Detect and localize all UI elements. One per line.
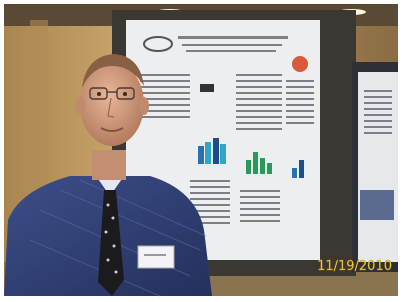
badge-text <box>144 254 166 256</box>
poster-figure <box>360 190 394 220</box>
name-badge <box>138 246 174 268</box>
date-stamp: 11/19/2010 <box>317 259 392 274</box>
scene <box>4 4 398 296</box>
ear <box>139 97 149 115</box>
poster <box>358 72 398 262</box>
neck <box>92 150 126 180</box>
photo: 11/19/2010 <box>0 0 402 302</box>
logo <box>292 56 308 72</box>
page: 11/19/2010 (() => { const data = JSON.pa… <box>0 0 402 302</box>
eye <box>97 92 101 96</box>
poster-figure <box>200 84 214 92</box>
ear <box>75 97 85 115</box>
eye <box>123 92 127 96</box>
